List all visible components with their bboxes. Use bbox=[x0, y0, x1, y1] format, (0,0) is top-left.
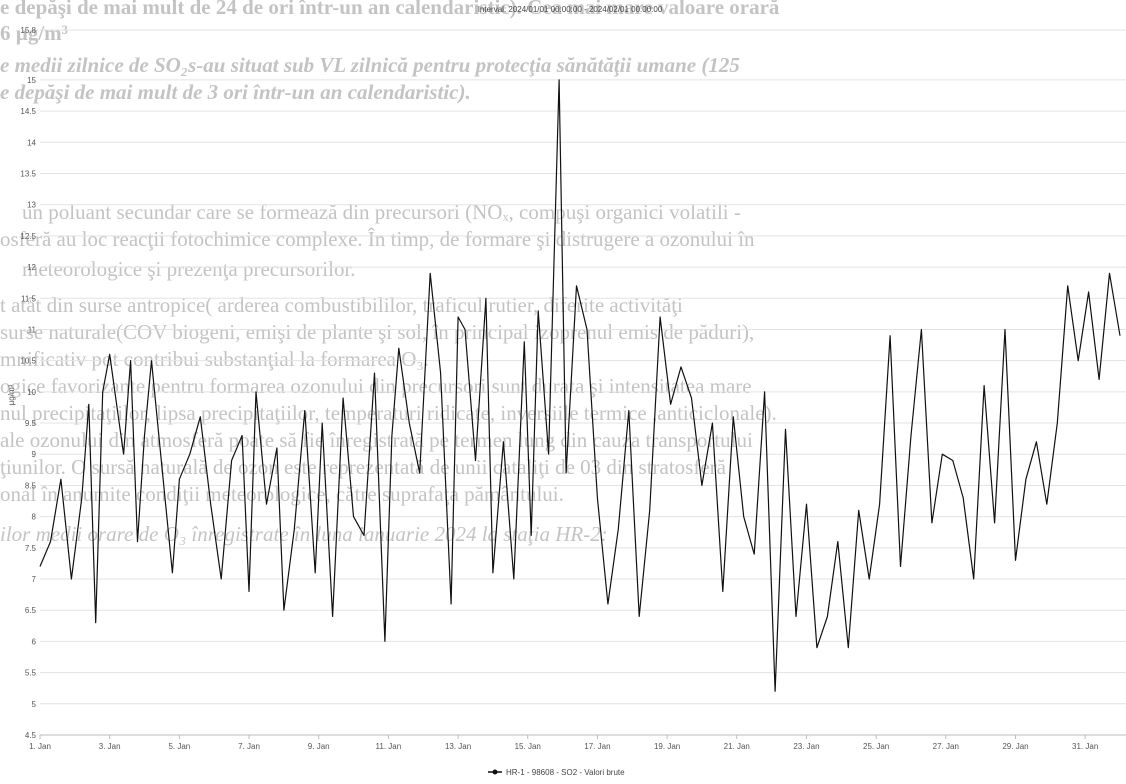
y-tick-label: 14 bbox=[27, 138, 36, 147]
x-tick-label: 5. Jan bbox=[168, 742, 190, 751]
y-tick-label: 11 bbox=[28, 325, 37, 334]
x-tick-label: 29. Jan bbox=[1002, 742, 1028, 751]
y-tick-label: 15 bbox=[27, 76, 36, 85]
y-tick-label: 13 bbox=[27, 201, 36, 210]
doc-line: nul precipitaţiilor, lipsa precipitaţiil… bbox=[0, 401, 777, 425]
x-tick-label: 9. Jan bbox=[308, 742, 330, 751]
doc-line: e medii zilnice de SO₂s-au situat sub VL… bbox=[0, 53, 740, 77]
y-tick-label: 14.5 bbox=[20, 107, 36, 116]
doc-line: e depăşi de mai mult de 3 ori într-un an… bbox=[0, 80, 471, 104]
y-tick-label: 8.5 bbox=[25, 481, 37, 490]
y-tick-label: 12 bbox=[27, 263, 36, 272]
y-tick-label: 7.5 bbox=[25, 544, 37, 553]
doc-line: mnificativ pot contribui substanţial la … bbox=[0, 347, 429, 371]
y-tick-label: 6 bbox=[32, 637, 37, 646]
doc-line: onal în anumite condiţii meteorologice, … bbox=[0, 482, 564, 506]
y-tick-label: 5.5 bbox=[25, 669, 37, 678]
y-tick-label: 12.5 bbox=[20, 232, 36, 241]
doc-line: un poluant secundar care se formează din… bbox=[22, 200, 741, 224]
y-tick-label: 13.5 bbox=[20, 169, 36, 178]
legend: HR-1 - 98608 - SO2 - Valori brute bbox=[488, 768, 625, 777]
x-tick-label: 27. Jan bbox=[933, 742, 959, 751]
y-tick-label: 7 bbox=[32, 575, 37, 584]
x-tick-label: 17. Jan bbox=[584, 742, 610, 751]
doc-line: meteorologice şi prezenţa precursorilor. bbox=[22, 257, 356, 281]
y-tick-label: 10 bbox=[27, 388, 36, 397]
x-tick-label: 1. Jan bbox=[29, 742, 51, 751]
x-tick-label: 19. Jan bbox=[654, 742, 680, 751]
doc-line: surse naturale(COV biogeni, emişi de pla… bbox=[0, 320, 755, 344]
chart-title: Interval: 2024/01/01 00:00:00 - 2024/02/… bbox=[478, 5, 663, 14]
x-tick-label: 13. Jan bbox=[445, 742, 471, 751]
y-tick-label: 11.5 bbox=[21, 294, 37, 303]
doc-line: ţiunilor. O sursă naturală de ozon este … bbox=[0, 455, 726, 479]
x-tick-label: 21. Jan bbox=[724, 742, 750, 751]
doc-line: 6 µg/m³ bbox=[0, 21, 68, 45]
y-axis-label: µg/m³ bbox=[7, 384, 16, 405]
grid-lines bbox=[40, 29, 1126, 736]
x-tick-label: 23. Jan bbox=[793, 742, 819, 751]
x-tick-label: 31. Jan bbox=[1072, 742, 1098, 751]
y-axis-ticks: 4.5 5 5.5 6 6.5 7 7.5 8 8.5 9 9.5 10 10.5 11 11.5 12 12.… bbox=[20, 26, 36, 740]
x-tick-label: 3. Jan bbox=[99, 742, 121, 751]
doc-line: ilor medii orare de O₃ înregistrate în l… bbox=[0, 522, 608, 546]
plot-area bbox=[39, 79, 1121, 692]
legend-label[interactable]: HR-1 - 98608 - SO2 - Valori brute bbox=[506, 768, 625, 777]
x-tick-label: 11. Jan bbox=[376, 742, 402, 751]
x-tick-label: 7. Jan bbox=[238, 742, 260, 751]
legend-dot-marker bbox=[492, 769, 498, 775]
y-tick-label: 9.5 bbox=[25, 419, 37, 428]
y-tick-label: 9 bbox=[32, 450, 37, 459]
y-tick-label: 4.5 bbox=[25, 731, 37, 740]
doc-line: t atât din surse antropice( arderea comb… bbox=[0, 293, 683, 317]
y-tick-label: 10.5 bbox=[20, 357, 36, 366]
series-line bbox=[39, 79, 1121, 692]
x-tick-label: 25. Jan bbox=[863, 742, 889, 751]
x-axis-ticks: 1. Jan 3. Jan 5. Jan 7. Jan 9. Jan 11. Jan 13.… bbox=[29, 734, 1126, 751]
doc-line: e depăşi de mai mult de 24 de ori într-u… bbox=[0, 0, 780, 19]
y-tick-label: 8 bbox=[32, 513, 37, 522]
y-tick-label: 6.5 bbox=[25, 606, 37, 615]
doc-line: osferă au loc reacţii fotochimice comple… bbox=[0, 227, 755, 251]
y-tick-label: 5 bbox=[32, 700, 37, 709]
x-tick-label: 15. Jan bbox=[515, 742, 541, 751]
y-tick-label: 15.8 bbox=[20, 26, 36, 35]
